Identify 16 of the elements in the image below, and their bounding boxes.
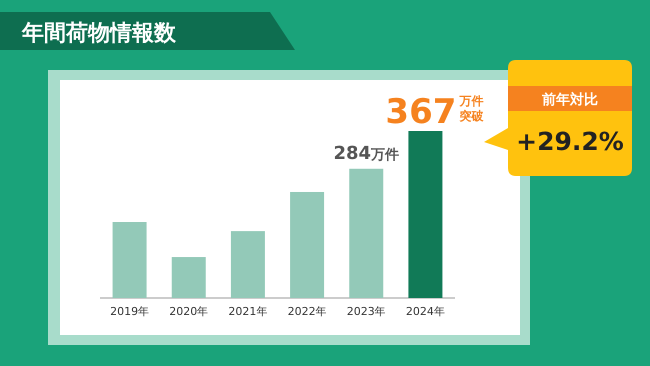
text: +29.2% [516, 127, 624, 156]
x-tick-label: 2024年 [406, 305, 445, 318]
bar [290, 192, 324, 298]
x-tick-label: 2020年 [169, 305, 208, 318]
chart-title: 年間荷物情報数 [21, 21, 177, 46]
x-tick-label: 2022年 [288, 305, 327, 318]
data-label: 284万件 [333, 142, 400, 164]
x-tick-label: 2023年 [346, 305, 386, 318]
x-tick-label: 2019年 [110, 305, 150, 318]
text: 前年対比 [541, 91, 598, 108]
bar [349, 168, 384, 298]
x-tick-label: 2021年 [228, 305, 268, 318]
bar [230, 231, 265, 298]
bar [172, 257, 206, 298]
bar [408, 131, 442, 298]
bar [112, 222, 147, 298]
